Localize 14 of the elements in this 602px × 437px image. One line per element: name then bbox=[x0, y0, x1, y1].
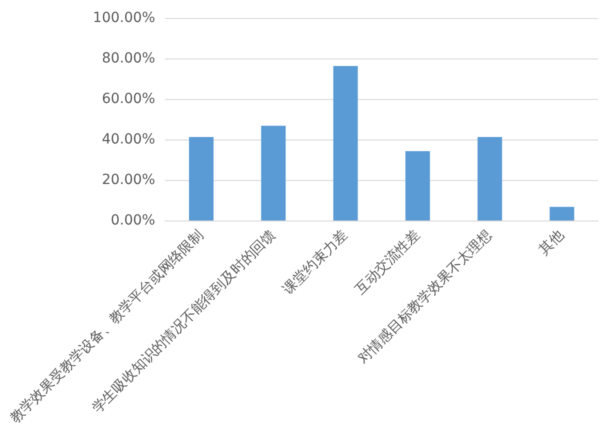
bar bbox=[189, 136, 214, 221]
x-tick-label: 课堂约束力差 bbox=[280, 227, 351, 298]
bar bbox=[261, 126, 286, 221]
bar bbox=[550, 206, 574, 221]
y-tick-label: 100.00% bbox=[92, 10, 156, 26]
bar bbox=[478, 136, 502, 221]
bar bbox=[333, 66, 358, 221]
y-tick-label: 60.00% bbox=[102, 91, 156, 108]
y-tick-label: 40.00% bbox=[102, 132, 156, 148]
bar bbox=[405, 151, 430, 221]
y-tick-label: 80.00% bbox=[102, 50, 156, 67]
x-tick-label: 其他 bbox=[536, 227, 568, 258]
y-tick-label: 20.00% bbox=[102, 172, 156, 188]
y-tick-label: 0.00% bbox=[110, 212, 156, 229]
